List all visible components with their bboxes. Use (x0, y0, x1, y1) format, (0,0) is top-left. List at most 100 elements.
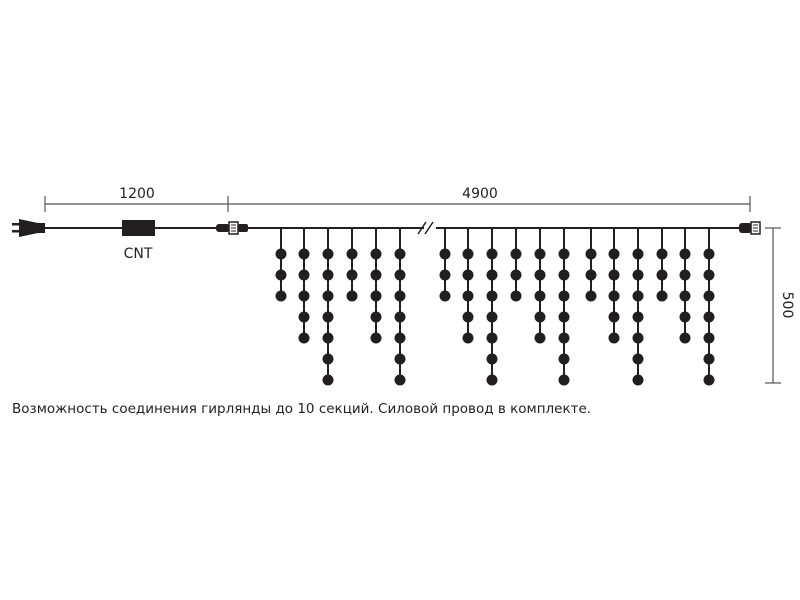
led-bulb (585, 269, 597, 281)
strand (534, 228, 546, 344)
led-bulb (322, 269, 334, 281)
led-bulb (534, 290, 546, 302)
controller-box (122, 220, 155, 236)
led-bulb (462, 248, 474, 260)
led-bulb (608, 290, 620, 302)
led-bulb (703, 311, 715, 323)
led-bulb (439, 290, 451, 302)
led-bulb (322, 332, 334, 344)
led-bulb (394, 353, 406, 365)
led-bulb (298, 290, 310, 302)
led-bulb (439, 248, 451, 260)
led-bulb (298, 332, 310, 344)
led-bulb (585, 290, 597, 302)
led-bulb (558, 353, 570, 365)
led-bulb (558, 311, 570, 323)
led-bulb (394, 311, 406, 323)
led-bulb (703, 332, 715, 344)
led-bulb (394, 332, 406, 344)
led-bulb (703, 290, 715, 302)
led-bulb (703, 353, 715, 365)
led-bulb (703, 248, 715, 260)
strand (370, 228, 382, 344)
strand (656, 228, 668, 302)
led-bulb (322, 311, 334, 323)
strand (275, 228, 287, 302)
led-bulb (558, 290, 570, 302)
strand (486, 228, 498, 386)
led-bulb (462, 269, 474, 281)
strand (558, 228, 570, 386)
strand (585, 228, 597, 302)
led-bulb (370, 269, 382, 281)
led-bulb (608, 332, 620, 344)
wire-break-mark (417, 221, 434, 235)
led-bulb (632, 374, 644, 386)
led-bulb (632, 332, 644, 344)
led-bulb (394, 374, 406, 386)
led-bulb (370, 290, 382, 302)
led-bulb (703, 269, 715, 281)
led-bulb (322, 290, 334, 302)
led-bulb (462, 311, 474, 323)
led-bulb (462, 332, 474, 344)
led-bulb (510, 290, 522, 302)
strand (510, 228, 522, 302)
strand (608, 228, 620, 344)
led-bulb (679, 311, 691, 323)
led-bulb (679, 248, 691, 260)
strand (462, 228, 474, 344)
led-bulb (486, 332, 498, 344)
led-bulb (394, 248, 406, 260)
led-bulb (322, 353, 334, 365)
strand (346, 228, 358, 302)
led-bulb (462, 290, 474, 302)
led-bulb (298, 311, 310, 323)
led-bulb (656, 290, 668, 302)
led-bulb (486, 311, 498, 323)
led-bulb (656, 248, 668, 260)
power-plug-icon (12, 219, 45, 237)
led-bulb (534, 269, 546, 281)
strand (322, 228, 334, 386)
led-bulb (486, 353, 498, 365)
led-bulb (486, 248, 498, 260)
led-bulb (632, 311, 644, 323)
led-bulb (346, 248, 358, 260)
drop-height-label: 500 (779, 292, 795, 319)
led-bulb (608, 269, 620, 281)
led-bulb (558, 269, 570, 281)
led-bulb (486, 290, 498, 302)
led-bulb (679, 332, 691, 344)
input-connector-icon (216, 221, 248, 235)
led-bulb (632, 290, 644, 302)
led-bulb (679, 269, 691, 281)
led-bulb (608, 311, 620, 323)
led-bulb (510, 269, 522, 281)
led-bulb (298, 269, 310, 281)
led-bulb (394, 290, 406, 302)
led-bulb (370, 248, 382, 260)
led-bulb (370, 332, 382, 344)
strand (394, 228, 406, 386)
led-bulb (632, 248, 644, 260)
led-bulb (558, 248, 570, 260)
garland-length-label: 4900 (462, 186, 498, 202)
strand (703, 228, 715, 386)
led-bulb (346, 290, 358, 302)
led-bulb (439, 269, 451, 281)
led-bulb (703, 374, 715, 386)
led-bulb (558, 374, 570, 386)
led-bulb (656, 269, 668, 281)
led-bulb (585, 248, 597, 260)
power-cord-length-label: 1200 (119, 186, 155, 202)
output-connector-icon (739, 221, 761, 235)
led-bulb (632, 269, 644, 281)
led-bulb (322, 374, 334, 386)
led-bulb (298, 248, 310, 260)
caption: Возможность соединения гирлянды до 10 се… (12, 401, 592, 417)
strand (679, 228, 691, 344)
controller-label: CNT (124, 246, 153, 262)
led-bulb (608, 248, 620, 260)
